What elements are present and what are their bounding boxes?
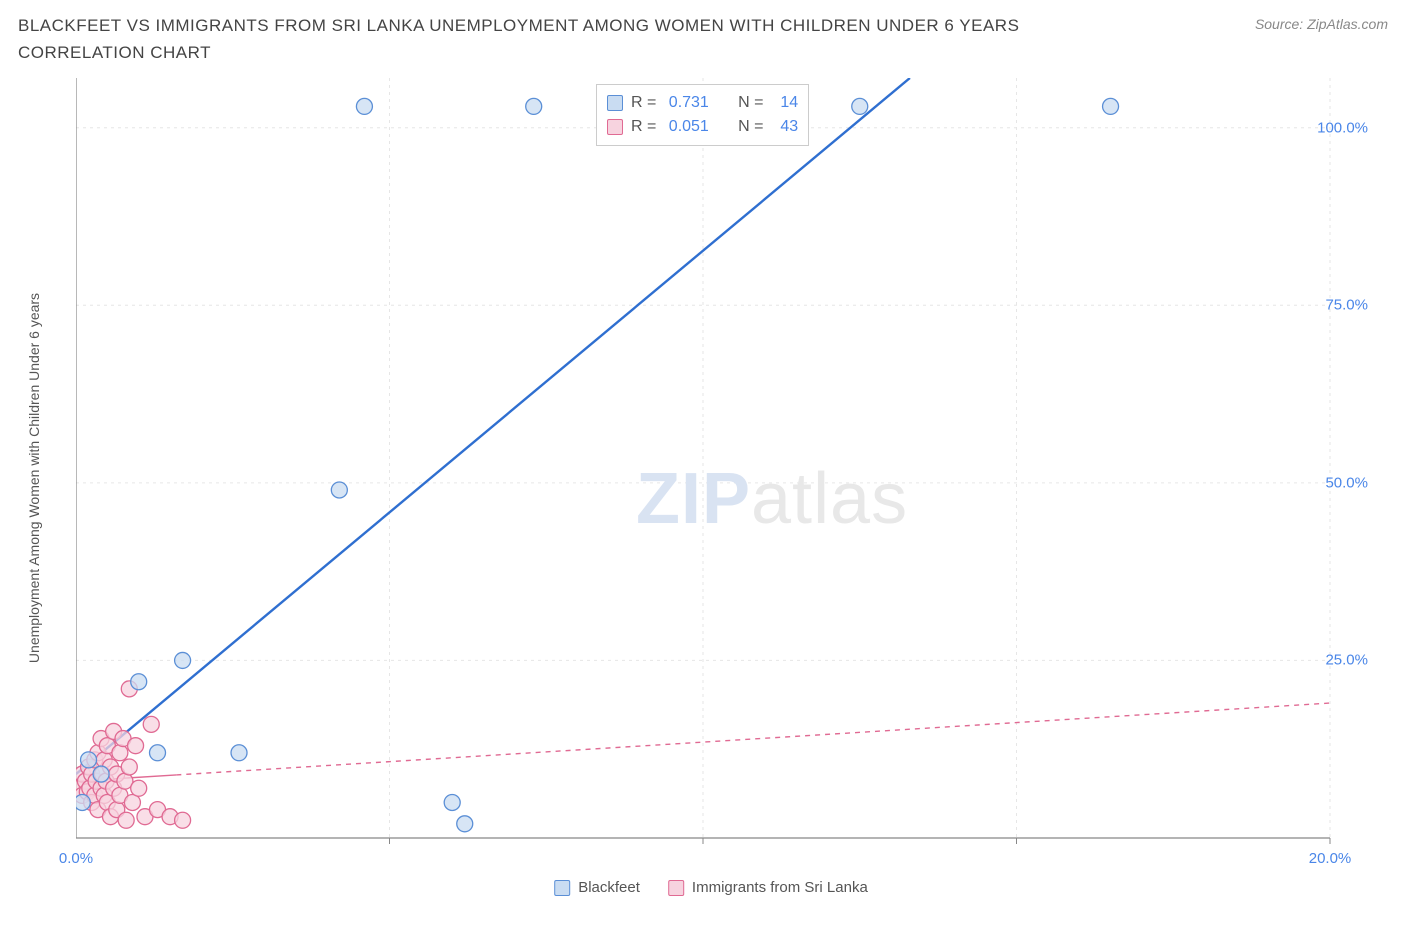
legend-label: Immigrants from Sri Lanka xyxy=(692,879,868,896)
plot-area: ZIPatlas R = 0.731 N = 14R = 0.051 N = 4… xyxy=(76,78,1376,868)
chart-area: Unemployment Among Women with Children U… xyxy=(36,78,1386,898)
y-tick-label: 75.0% xyxy=(1325,297,1368,314)
y-tick-label: 25.0% xyxy=(1325,652,1368,669)
legend-label: Blackfeet xyxy=(578,879,640,896)
chart-source: Source: ZipAtlas.com xyxy=(1255,16,1388,32)
legend-swatch-icon xyxy=(554,880,570,896)
scatter-plot-svg xyxy=(76,78,1376,868)
y-axis-label: Unemployment Among Women with Children U… xyxy=(26,293,42,663)
legend-item: Blackfeet xyxy=(554,879,640,896)
series-swatch-icon xyxy=(607,119,623,135)
legend-bottom: Blackfeet Immigrants from Sri Lanka xyxy=(554,879,868,896)
chart-title: BLACKFEET VS IMMIGRANTS FROM SRI LANKA U… xyxy=(18,12,1138,66)
legend-swatch-icon xyxy=(668,880,684,896)
info-row: R = 0.051 N = 43 xyxy=(607,115,798,139)
chart-header: BLACKFEET VS IMMIGRANTS FROM SRI LANKA U… xyxy=(0,0,1406,70)
x-tick-label: 0.0% xyxy=(59,850,93,867)
y-tick-label: 100.0% xyxy=(1317,119,1368,136)
info-row: R = 0.731 N = 14 xyxy=(607,91,798,115)
correlation-info-box: R = 0.731 N = 14R = 0.051 N = 43 xyxy=(596,84,809,146)
legend-item: Immigrants from Sri Lanka xyxy=(668,879,868,896)
y-tick-label: 50.0% xyxy=(1325,474,1368,491)
x-tick-label: 20.0% xyxy=(1309,850,1352,867)
series-swatch-icon xyxy=(607,95,623,111)
